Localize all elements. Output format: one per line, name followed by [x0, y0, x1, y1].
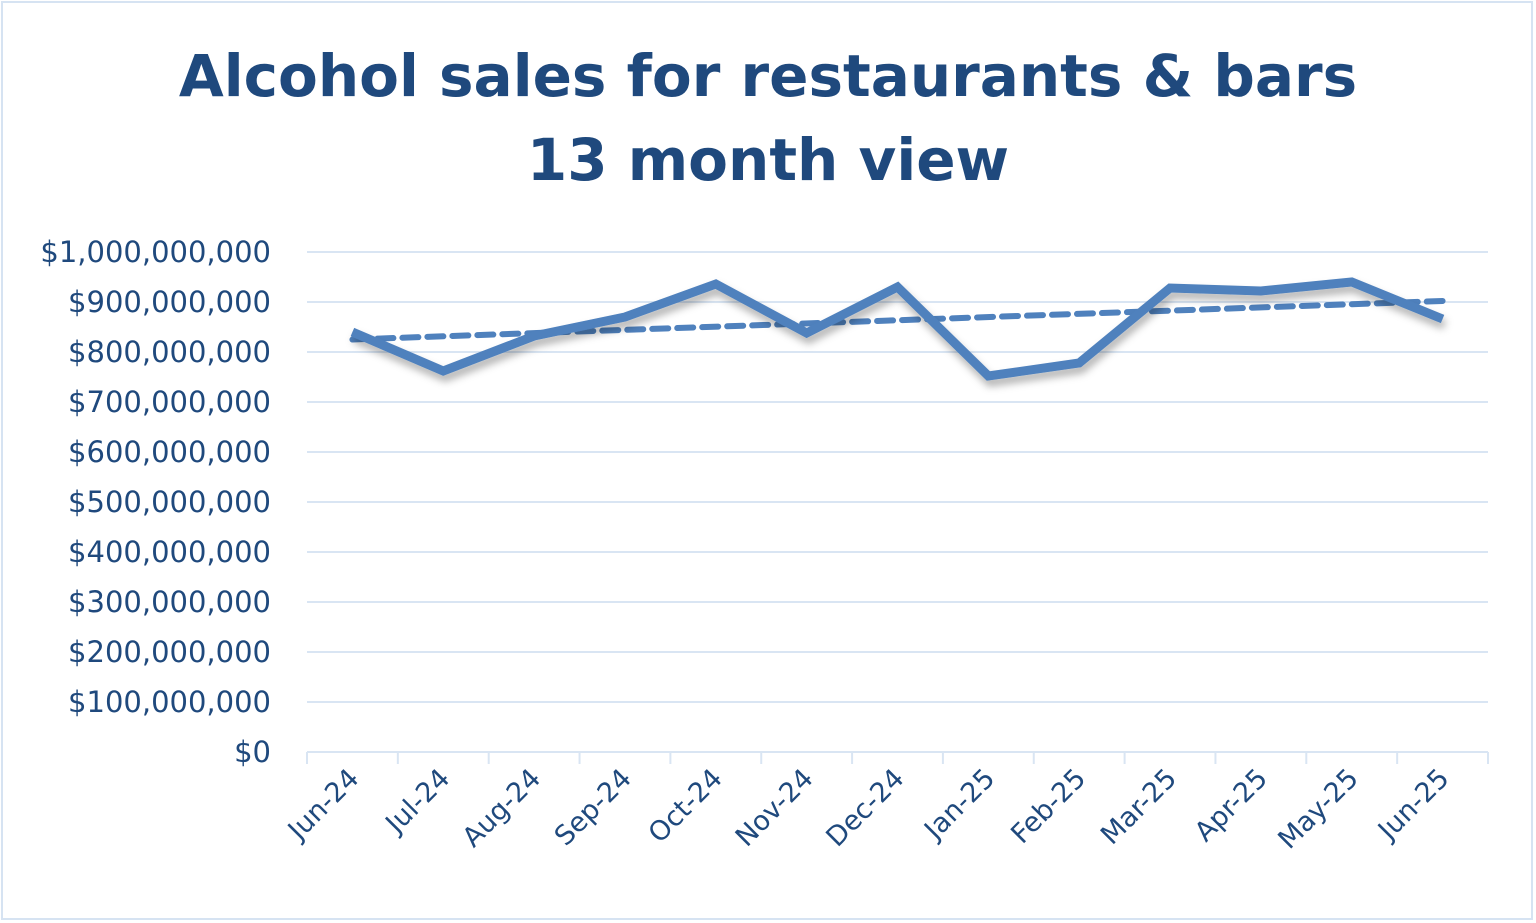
x-tick-label: Feb-25	[1005, 763, 1092, 850]
x-tick-label: Nov-24	[730, 763, 820, 853]
x-tick-label: Sep-24	[549, 763, 638, 852]
x-tick-label: May-25	[1272, 763, 1364, 855]
series-line	[350, 277, 1445, 381]
y-tick-label: $700,000,000	[68, 385, 271, 419]
y-tick-label: $400,000,000	[68, 535, 271, 569]
x-tick-label: Mar-25	[1095, 763, 1183, 851]
y-tick-label: $900,000,000	[68, 285, 271, 319]
x-tick-label: Jun-25	[1371, 763, 1455, 847]
trendline	[349, 298, 1446, 343]
x-tick-label: Oct-24	[643, 763, 729, 849]
x-tick-label: Jul-24	[379, 763, 457, 841]
x-tick-label: Aug-24	[457, 763, 547, 853]
y-tick-label: $500,000,000	[68, 485, 271, 519]
x-tick-label: Dec-24	[820, 763, 910, 853]
y-tick-label: $200,000,000	[68, 635, 271, 669]
y-tick-label: $600,000,000	[68, 435, 271, 469]
chart-subtitle: 13 month view	[526, 126, 1010, 194]
x-tick-label: Apr-25	[1189, 763, 1274, 848]
chart-title: Alcohol sales for restaurants & bars	[178, 42, 1358, 110]
y-tick-label: $1,000,000,000	[40, 235, 271, 269]
y-tick-label: $300,000,000	[68, 585, 271, 619]
x-tick-label: Jun-24	[281, 763, 365, 847]
y-tick-label: $0	[234, 735, 271, 769]
x-tick-label: Jan-25	[917, 763, 1001, 847]
y-tick-label: $100,000,000	[68, 685, 271, 719]
y-tick-label: $800,000,000	[68, 335, 271, 369]
